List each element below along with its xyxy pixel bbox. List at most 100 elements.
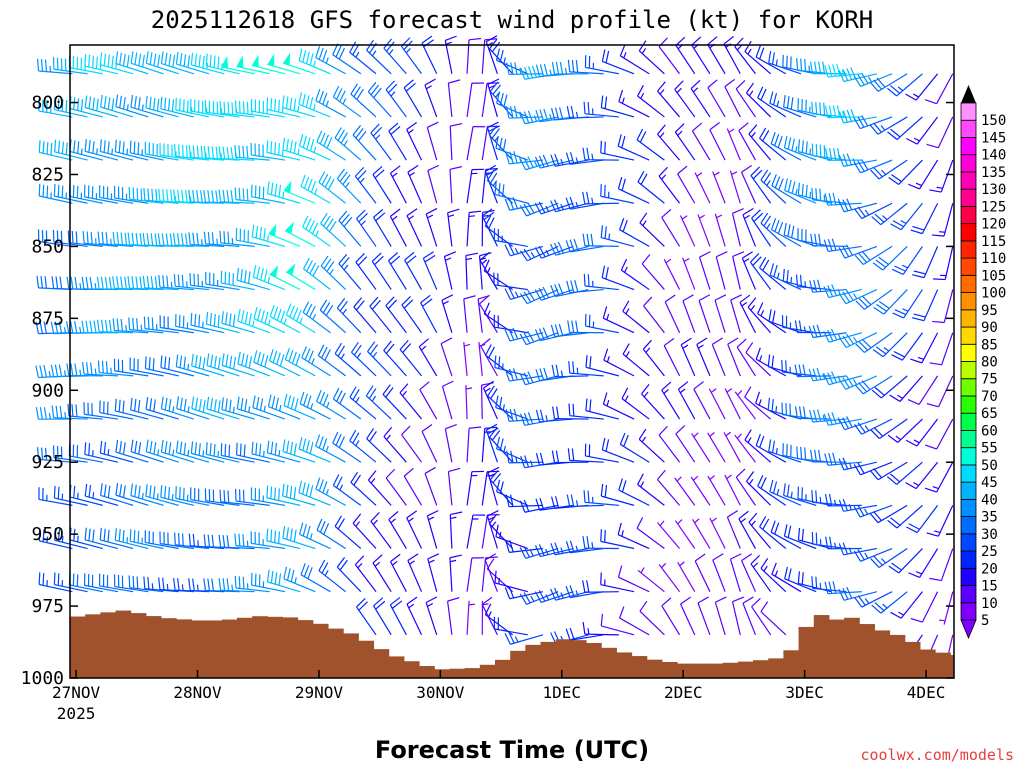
barb-full (322, 481, 328, 494)
barb-full (134, 440, 138, 454)
wind-barb (871, 375, 908, 399)
barb-staff (205, 201, 240, 204)
barb-full (61, 141, 64, 154)
barb-staff (584, 501, 619, 506)
barb-staff (726, 128, 741, 161)
barb-full (318, 479, 324, 492)
barb-full (759, 127, 767, 139)
barb-staff (221, 408, 255, 420)
barb-full (213, 444, 216, 457)
barb-staff (421, 431, 438, 463)
barb-full (809, 410, 814, 423)
barb-full (750, 554, 761, 565)
barb-full (605, 267, 609, 280)
barb-full (239, 443, 242, 456)
wind-barb (888, 548, 923, 574)
barb-full (838, 200, 845, 213)
barb-full (80, 99, 84, 112)
wind-barb (218, 578, 255, 593)
barb-staff (332, 54, 362, 75)
wind-barb (783, 135, 817, 161)
barb-full (282, 526, 286, 539)
barb-full (135, 232, 139, 246)
barb-full (664, 294, 676, 303)
barb-full (340, 213, 350, 224)
barb-staff (100, 452, 134, 463)
barb-half (710, 388, 717, 393)
barb-staff (897, 418, 923, 443)
barb-full (791, 181, 796, 194)
barb-half (390, 518, 396, 524)
barb-full (554, 284, 560, 296)
wind-barb (298, 48, 331, 75)
wind-barb (929, 159, 954, 193)
barb-half (621, 97, 625, 104)
barb-full (321, 346, 328, 359)
barb-half (882, 215, 888, 221)
barb-staff (354, 564, 377, 593)
barb-full (842, 69, 849, 81)
wind-barb (267, 394, 301, 420)
wind-barb (484, 164, 498, 204)
barb-staff (569, 116, 604, 119)
barb-staff (915, 461, 939, 489)
barb-staff (319, 309, 347, 334)
barb-staff (694, 560, 711, 592)
barb-staff (383, 350, 407, 377)
barb-full (553, 242, 561, 255)
wind-barb (838, 375, 878, 390)
wind-barb (658, 37, 681, 75)
wind-barb (302, 215, 331, 247)
wind-barb (234, 575, 270, 593)
wind-barb (905, 461, 939, 490)
barb-full (73, 97, 76, 110)
barb-full (489, 172, 498, 184)
barb-full (892, 312, 904, 319)
barb-staff (383, 436, 407, 463)
barb-half (560, 592, 564, 599)
barb-staff (569, 71, 604, 75)
barb-full (402, 343, 412, 353)
barb-full (871, 389, 882, 399)
barb-half (174, 195, 177, 203)
wind-barb (677, 165, 696, 204)
barb-full (535, 368, 541, 381)
barb-full (828, 105, 833, 118)
barb-full (555, 107, 560, 120)
barb-full (496, 91, 501, 104)
barb-full (161, 233, 165, 246)
colorbar-swatch (960, 464, 977, 483)
terrain-column (661, 661, 678, 678)
barb-full (783, 222, 787, 236)
barb-full (54, 321, 59, 334)
wind-barb (356, 209, 377, 247)
barb-staff (714, 602, 726, 636)
barb-full (349, 429, 357, 441)
barb-full (259, 398, 264, 411)
barb-full (838, 337, 847, 348)
barb-full (190, 313, 193, 326)
barb-staff (526, 332, 559, 346)
barb-full (352, 43, 360, 56)
terrain-column (783, 650, 800, 678)
wind-barb (770, 217, 802, 247)
barb-staff (489, 436, 514, 463)
barb-half (166, 583, 169, 591)
barb-staff (404, 259, 423, 290)
barb-half (643, 391, 649, 398)
wind-barb (749, 253, 772, 290)
barb-half (848, 462, 853, 469)
barb-staff (99, 331, 134, 334)
barb-flag (269, 265, 279, 278)
barb-full (276, 352, 281, 365)
barb-staff (236, 279, 270, 291)
wind-barb (449, 122, 463, 161)
barb-full (336, 557, 346, 568)
barb-staff (100, 150, 134, 161)
barb-half (726, 474, 732, 480)
barb-staff (486, 568, 514, 593)
barb-full (814, 233, 818, 246)
wind-barb (175, 354, 210, 377)
wind-barb (463, 295, 476, 333)
x-tick-label: 27NOV (52, 683, 101, 702)
